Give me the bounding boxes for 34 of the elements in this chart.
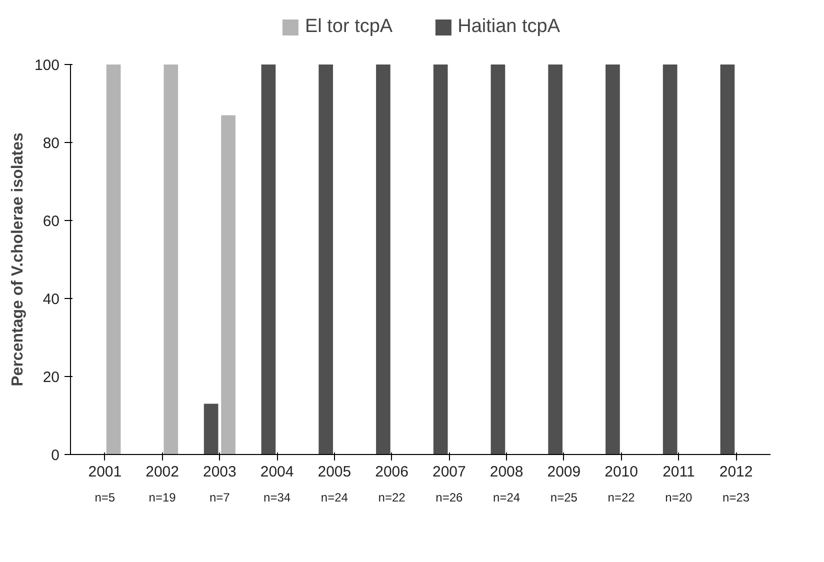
bar [221,115,236,454]
bar [606,64,620,454]
category-label: 2005 n=24 [318,464,352,504]
category-label: 2002 n=19 [146,464,179,504]
legend-label: Haitian tcpA [458,16,560,38]
category-label: 2007 n=26 [432,464,466,504]
bar [106,64,121,454]
category-label: 2008 n=24 [490,464,524,504]
category-label: 2009 n=25 [547,464,581,504]
bar [720,64,735,454]
bar [261,64,276,454]
y-tick-label: 20 [42,369,60,386]
bar [318,64,333,454]
bar [204,404,218,454]
y-tick-label: 100 [34,57,60,74]
category-label: 2003 n=7 [202,464,236,504]
y-tick-label: 80 [42,135,60,152]
bar [376,64,390,454]
legend-label: El tor tcpA [304,16,393,38]
category-label: 2006 n=22 [375,464,408,504]
bar [662,64,678,454]
category-label: 2011 n=20 [662,464,695,504]
bar [490,64,506,454]
category-label: 2012 n=23 [719,464,753,504]
y-tick-label: 0 [51,447,60,464]
y-tick-label: 40 [42,291,60,308]
bar [548,64,563,454]
category-label: 2010 n=22 [604,464,638,504]
category-label: 2001 n=5 [88,464,122,504]
bar [164,64,178,454]
y-axis-title: Percentage of V.cholerae isolates [9,132,26,386]
bar [433,64,448,454]
category-label: 2004 n=34 [260,464,294,504]
y-tick-label: 60 [42,213,60,230]
